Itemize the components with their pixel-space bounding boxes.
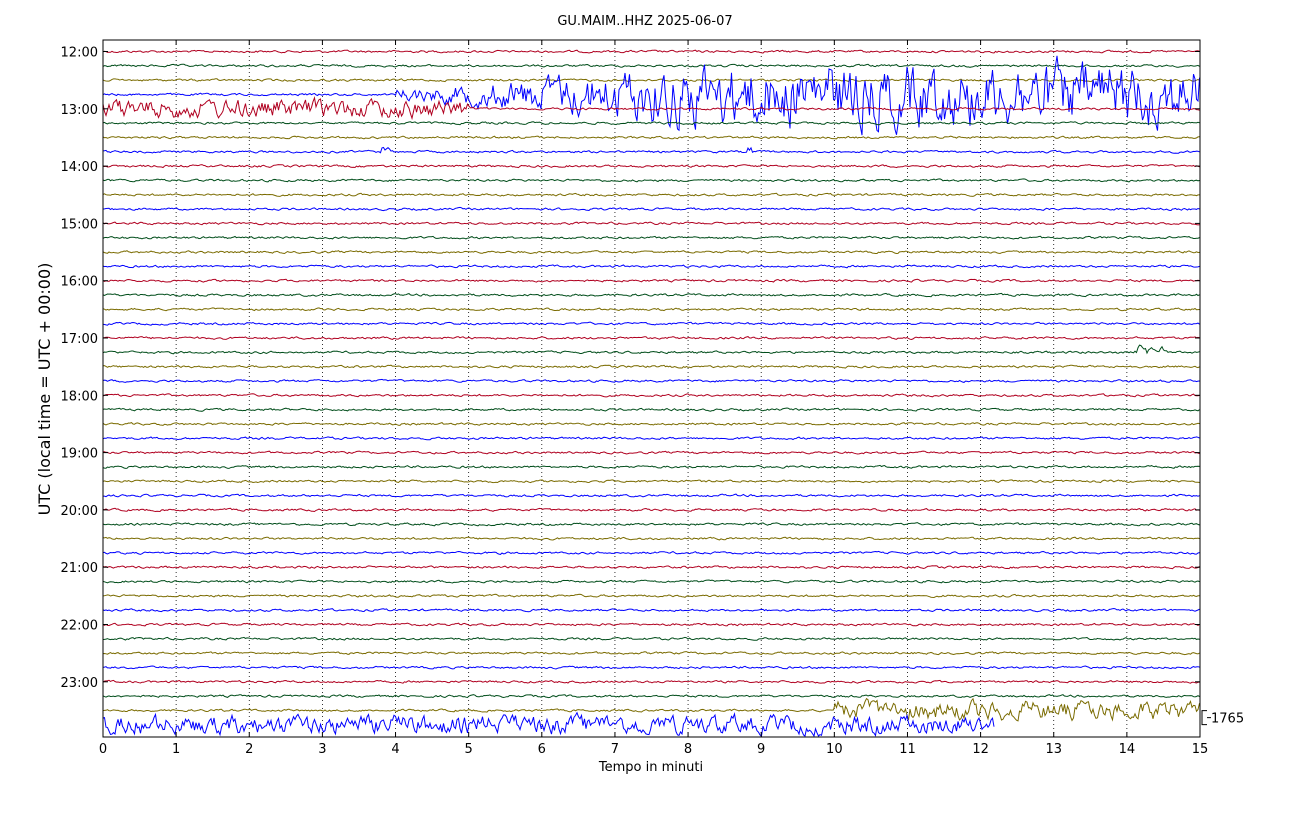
seismic-trace: [102, 665, 1200, 670]
x-tick-label: 8: [684, 742, 692, 757]
y-tick-label: 21:00: [61, 561, 98, 576]
seismic-trace: [102, 464, 1200, 469]
seismic-trace: [102, 636, 1200, 641]
seismic-trace: [102, 292, 1200, 298]
seismic-trace: [102, 344, 1200, 355]
seismic-trace: [102, 49, 1200, 54]
y-tick-label: 14:00: [61, 160, 98, 175]
seismic-trace: [102, 135, 1200, 140]
seismic-trace: [102, 579, 1200, 584]
y-tick-label: 19:00: [61, 447, 98, 462]
seismic-trace: [102, 679, 1200, 684]
seismic-traces: [102, 49, 1200, 738]
x-tick-label: 6: [538, 742, 546, 757]
x-tick-label: 11: [899, 742, 916, 757]
seismic-trace: [102, 651, 1200, 656]
seismic-trace: [102, 479, 1200, 484]
seismic-trace: [102, 235, 1200, 240]
x-tick-label: 12: [972, 742, 989, 757]
amplitude-scale: 1765: [1201, 710, 1244, 727]
seismic-trace: [102, 307, 1200, 312]
scale-bracket: [1201, 710, 1211, 726]
seismic-trace: [102, 146, 1200, 154]
y-tick-label: 23:00: [61, 676, 98, 691]
x-tick-label: 10: [826, 742, 843, 757]
y-tick-label: 12:00: [61, 46, 98, 61]
x-tick-label: 14: [1119, 742, 1136, 757]
seismic-trace: [102, 278, 1200, 283]
x-tick-label: 4: [391, 742, 399, 757]
y-tick-label: 13:00: [61, 103, 98, 118]
x-tick-label: 9: [757, 742, 765, 757]
seismic-trace: [102, 321, 1200, 326]
x-tick-label: 2: [245, 742, 253, 757]
seismic-trace: [102, 336, 1200, 341]
plot-frame: [102, 39, 1201, 738]
y-tick-label: 22:00: [61, 619, 98, 634]
seismic-trace: [102, 711, 995, 738]
seismic-trace: [102, 221, 1200, 226]
y-tick-label: 18:00: [61, 389, 98, 404]
y-tick-label: 16:00: [61, 275, 98, 290]
seismic-trace: [102, 507, 1200, 513]
seismic-trace: [102, 63, 1200, 68]
seismic-trace: [102, 421, 1200, 426]
scale-label: 1765: [1211, 712, 1244, 727]
seismic-trace: [102, 164, 1200, 169]
seismic-trace: [102, 55, 1200, 136]
x-tick-label: 5: [465, 742, 473, 757]
x-tick-label: 15: [1192, 742, 1209, 757]
seismic-trace: [102, 178, 1200, 183]
seismic-trace: [102, 550, 1200, 555]
y-tick-label: 17:00: [61, 332, 98, 347]
y-tick-label: 20:00: [61, 504, 98, 519]
seismic-trace: [102, 96, 1200, 121]
seismic-trace: [102, 407, 1200, 412]
seismic-trace: [102, 364, 1200, 369]
seismic-trace: [102, 593, 1200, 599]
chart-title: GU.MAIM..HHZ 2025-06-07: [557, 14, 732, 29]
y-tick-label: 15:00: [61, 217, 98, 232]
seismic-trace: [102, 607, 1200, 613]
seismic-trace: [102, 694, 1200, 699]
seismic-trace: [102, 378, 1200, 383]
seismic-trace: [102, 250, 1200, 255]
seismic-trace: [103, 493, 1200, 498]
y-axis-label: UTC (local time = UTC + 00:00): [35, 263, 54, 516]
axis-ticks: 0 1 2 3 4 5 6 7 8 9 10 11 12 13 14 1512:0013:0014:0015:…: [61, 40, 1209, 757]
seismic-trace: [102, 450, 1200, 455]
seismic-trace: [102, 78, 1200, 83]
seismic-trace: [102, 622, 1200, 627]
x-tick-label: 0: [99, 742, 107, 757]
seismic-trace: [102, 536, 1200, 541]
seismic-trace: [102, 206, 1200, 212]
seismic-trace: [102, 264, 1200, 269]
grid: [175, 40, 1128, 737]
seismic-trace: [102, 697, 1200, 722]
x-tick-label: 1: [172, 742, 180, 757]
x-axis-label: Tempo in minuti: [598, 760, 703, 775]
seismic-trace: [102, 565, 1200, 570]
x-tick-label: 3: [318, 742, 326, 757]
seismic-trace: [102, 121, 1200, 126]
x-tick-label: 13: [1045, 742, 1062, 757]
seismic-trace: [102, 436, 1200, 441]
x-tick-label: 7: [611, 742, 619, 757]
seismic-trace: [102, 522, 1200, 527]
seismic-trace: [102, 192, 1200, 197]
seismic-trace: [102, 393, 1200, 398]
